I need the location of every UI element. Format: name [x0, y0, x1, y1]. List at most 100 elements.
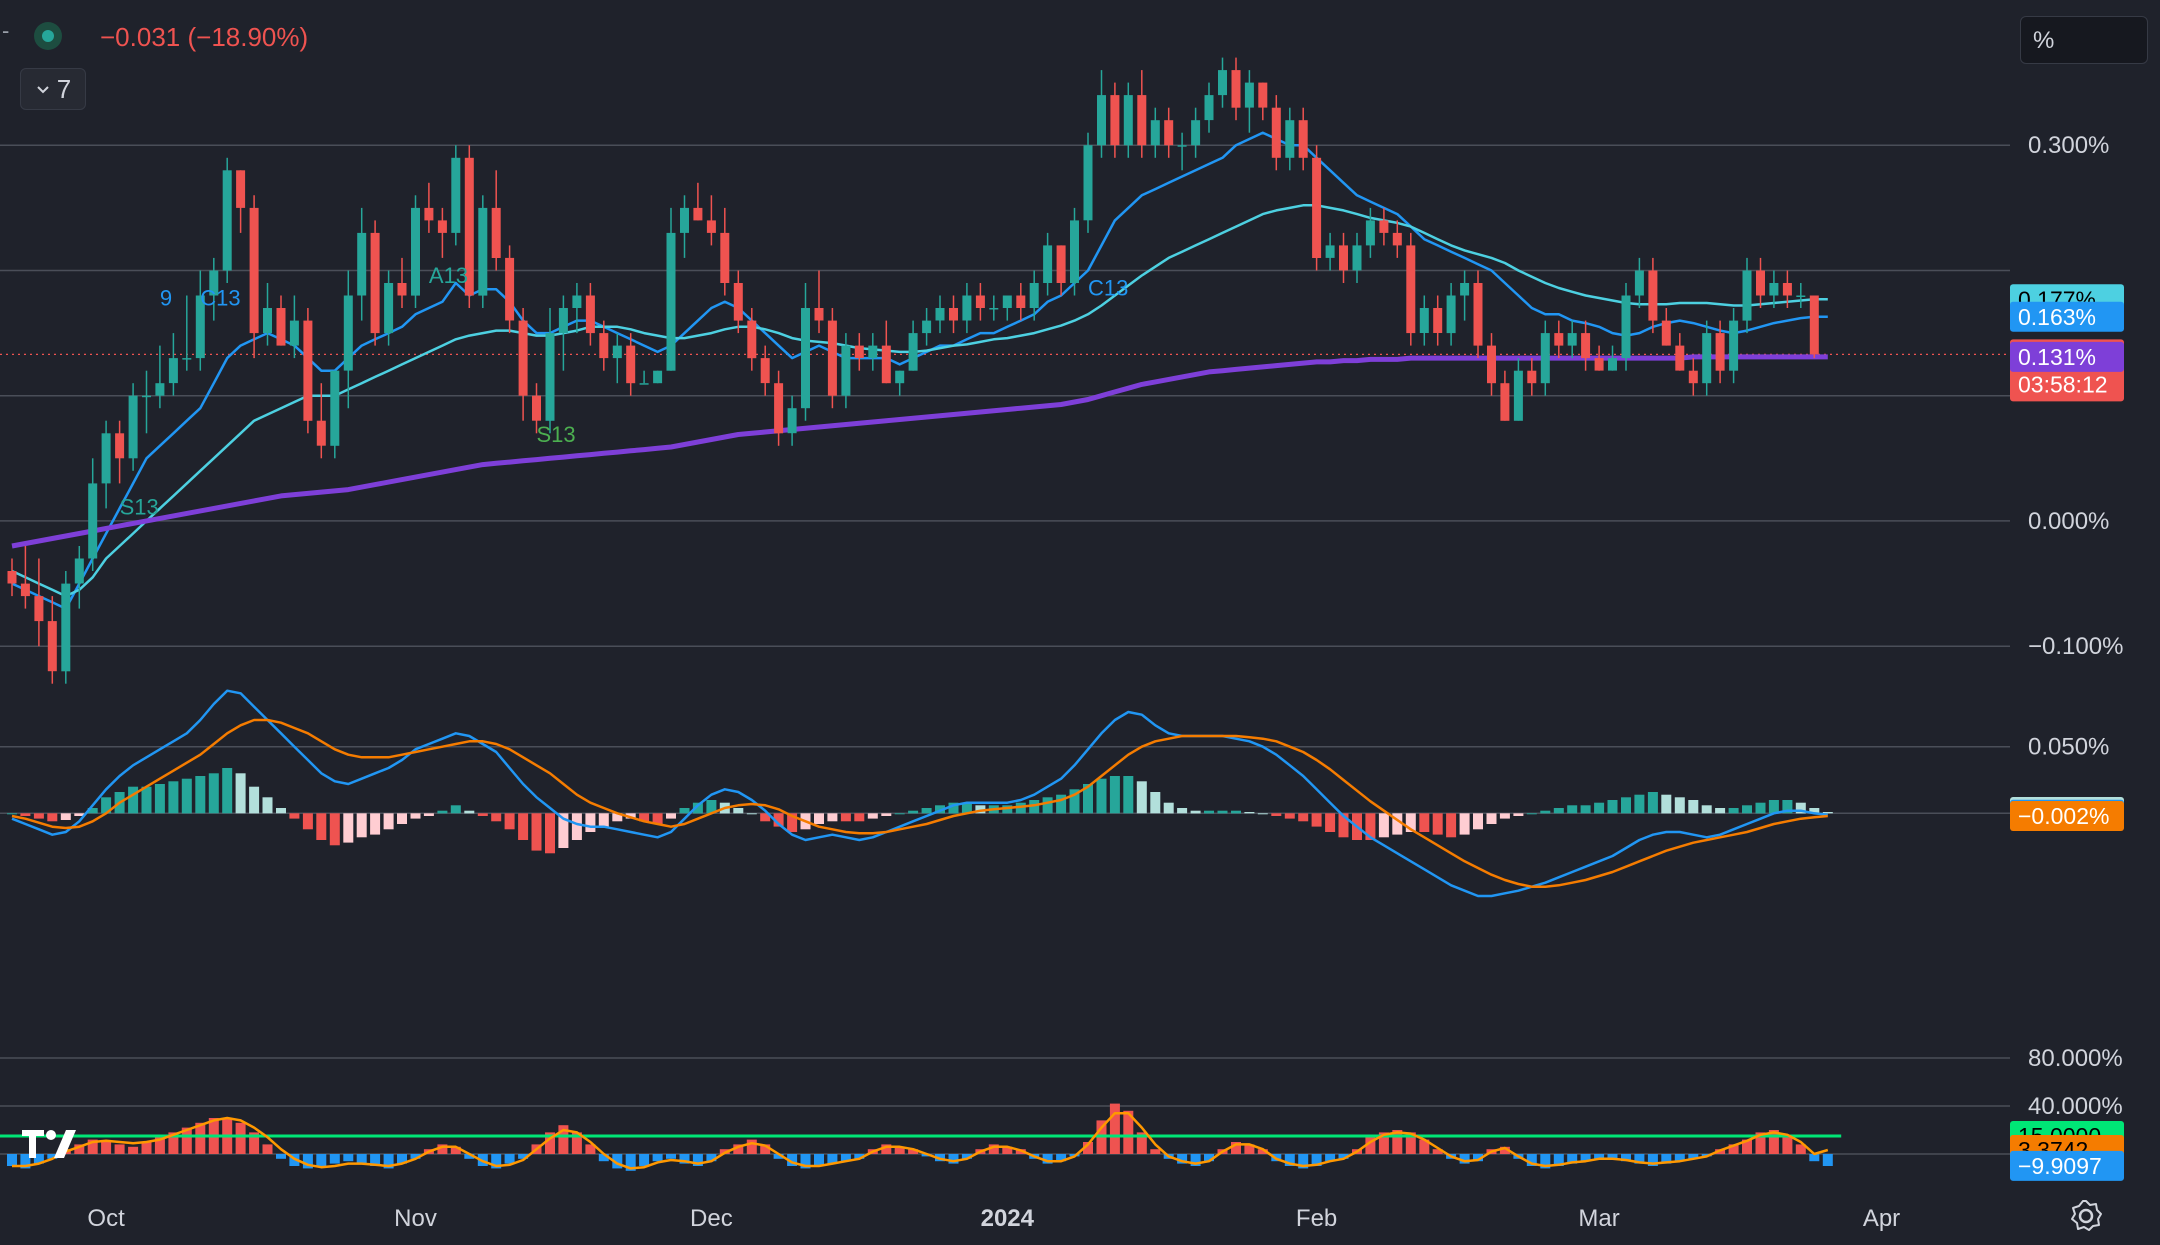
- oscillator-histogram-bar: [7, 1154, 17, 1166]
- macd-histogram-bar: [1607, 800, 1618, 814]
- oscillator-histogram-bar: [1822, 1154, 1833, 1166]
- oscillator-histogram-bar: [235, 1122, 246, 1154]
- macd-histogram-bar: [881, 813, 892, 816]
- candle-body: [1487, 345, 1496, 384]
- candle-body: [545, 333, 555, 421]
- oscillator-histogram-bar: [1742, 1139, 1752, 1154]
- candle-body: [1702, 333, 1712, 384]
- oscillator-histogram-bar: [1567, 1154, 1578, 1164]
- candle-body: [1191, 120, 1201, 146]
- axis-tick-label: 0.000%: [2028, 508, 2109, 535]
- candle-body: [1339, 245, 1348, 271]
- oscillator-histogram-bar: [1325, 1154, 1336, 1162]
- candle-body: [1809, 295, 1819, 355]
- oscillator-histogram-bar: [141, 1142, 152, 1154]
- macd-histogram-bar: [1069, 789, 1080, 814]
- macd-histogram-bar: [1217, 810, 1228, 814]
- oscillator-histogram-bar: [1002, 1146, 1013, 1154]
- candle-body: [989, 308, 999, 310]
- annotation-label: C13: [1088, 276, 1128, 301]
- price-scale-unit-button[interactable]: %: [2020, 16, 2148, 64]
- macd-histogram-bar: [571, 813, 582, 840]
- macd-histogram-bar: [1473, 813, 1483, 830]
- candle-body: [397, 283, 407, 296]
- macd-histogram-bar: [1204, 810, 1214, 814]
- oscillator-histogram-bar: [1042, 1154, 1053, 1164]
- oscillator-histogram-bar: [1231, 1142, 1241, 1154]
- oscillator-histogram-bar: [464, 1154, 475, 1159]
- oscillator-histogram-bar: [787, 1154, 798, 1166]
- macd-histogram-bar: [1271, 813, 1282, 816]
- candle-body: [7, 571, 17, 584]
- legend-dash: -: [2, 18, 10, 43]
- candle-body: [437, 220, 447, 233]
- macd-histogram-bar: [1526, 813, 1537, 815]
- oscillator-histogram-bar: [276, 1154, 286, 1159]
- candle-body: [1742, 270, 1752, 321]
- candle-body: [1500, 383, 1510, 421]
- macd-histogram-bar: [921, 808, 932, 814]
- macd-histogram-bar: [1513, 813, 1524, 816]
- candle-body: [1513, 370, 1523, 421]
- candle-body: [1688, 370, 1698, 384]
- macd-histogram-bar: [598, 813, 609, 827]
- oscillator-axis-label-box: [2010, 1150, 2124, 1181]
- oscillator-histogram-bar: [302, 1154, 313, 1169]
- macd-histogram-bar: [1190, 810, 1201, 814]
- oscillator-histogram-bar: [1621, 1154, 1631, 1162]
- oscillator-axis-label-text: −9.9097: [2018, 1153, 2102, 1179]
- candle-body: [935, 308, 945, 321]
- macd-histogram-bar: [854, 813, 865, 822]
- candle-body: [747, 320, 757, 359]
- macd-histogram-bar: [840, 813, 851, 822]
- candle-body: [182, 358, 192, 360]
- macd-histogram-bar: [1782, 800, 1793, 814]
- candle-body: [854, 345, 864, 359]
- macd-line: [11, 718, 1828, 888]
- macd-histogram-bar: [249, 786, 260, 814]
- axis-tick-label: 40.000%: [2028, 1093, 2123, 1120]
- oscillator-histogram-bar: [1056, 1154, 1067, 1162]
- macd-histogram-bar: [60, 813, 71, 820]
- macd-histogram-bar: [787, 813, 798, 832]
- candle-body: [142, 395, 151, 398]
- indicator-count: 7: [56, 73, 72, 104]
- oscillator-histogram-bar: [612, 1154, 623, 1169]
- candle-body: [47, 621, 57, 672]
- candle-body: [20, 583, 30, 597]
- price-axis-label-text: 0.163%: [2018, 304, 2096, 330]
- candle-body: [1110, 95, 1120, 146]
- macd-histogram-bar: [639, 813, 650, 822]
- macd-histogram-bar: [33, 813, 44, 819]
- candle-body: [1271, 107, 1281, 158]
- candle-body: [1608, 358, 1617, 371]
- macd-histogram-bar: [1284, 813, 1295, 819]
- oscillator-histogram-bar: [733, 1144, 744, 1154]
- tradingview-logo-icon: [22, 1130, 76, 1158]
- oscillator-histogram-bar: [1311, 1154, 1322, 1166]
- annotation-label: S13: [537, 422, 576, 447]
- candle-body: [370, 232, 380, 334]
- collapse-indicators-button[interactable]: 7: [20, 68, 86, 110]
- oscillator-histogram-bar: [114, 1144, 125, 1154]
- candle-body: [1460, 283, 1470, 296]
- oscillator-histogram-bar: [585, 1144, 596, 1154]
- macd-histogram-bar: [154, 784, 165, 814]
- candle-body: [34, 596, 44, 622]
- macd-histogram-bar: [1325, 813, 1336, 832]
- gear-icon[interactable]: [2068, 1198, 2104, 1234]
- macd-histogram-bar: [1661, 794, 1672, 814]
- oscillator-histogram-bar: [1809, 1154, 1820, 1162]
- macd-histogram-bar: [491, 813, 502, 822]
- macd-histogram-bar: [652, 813, 663, 824]
- macd-histogram-bar: [1553, 808, 1564, 814]
- candle-body: [1675, 345, 1685, 371]
- macd-histogram-bar: [101, 797, 112, 814]
- macd-histogram-bar: [235, 773, 246, 814]
- time-axis-label: Nov: [394, 1205, 437, 1232]
- macd-histogram-bar: [585, 813, 596, 832]
- macd-histogram-bar: [1338, 813, 1349, 838]
- candle-body: [1621, 295, 1631, 359]
